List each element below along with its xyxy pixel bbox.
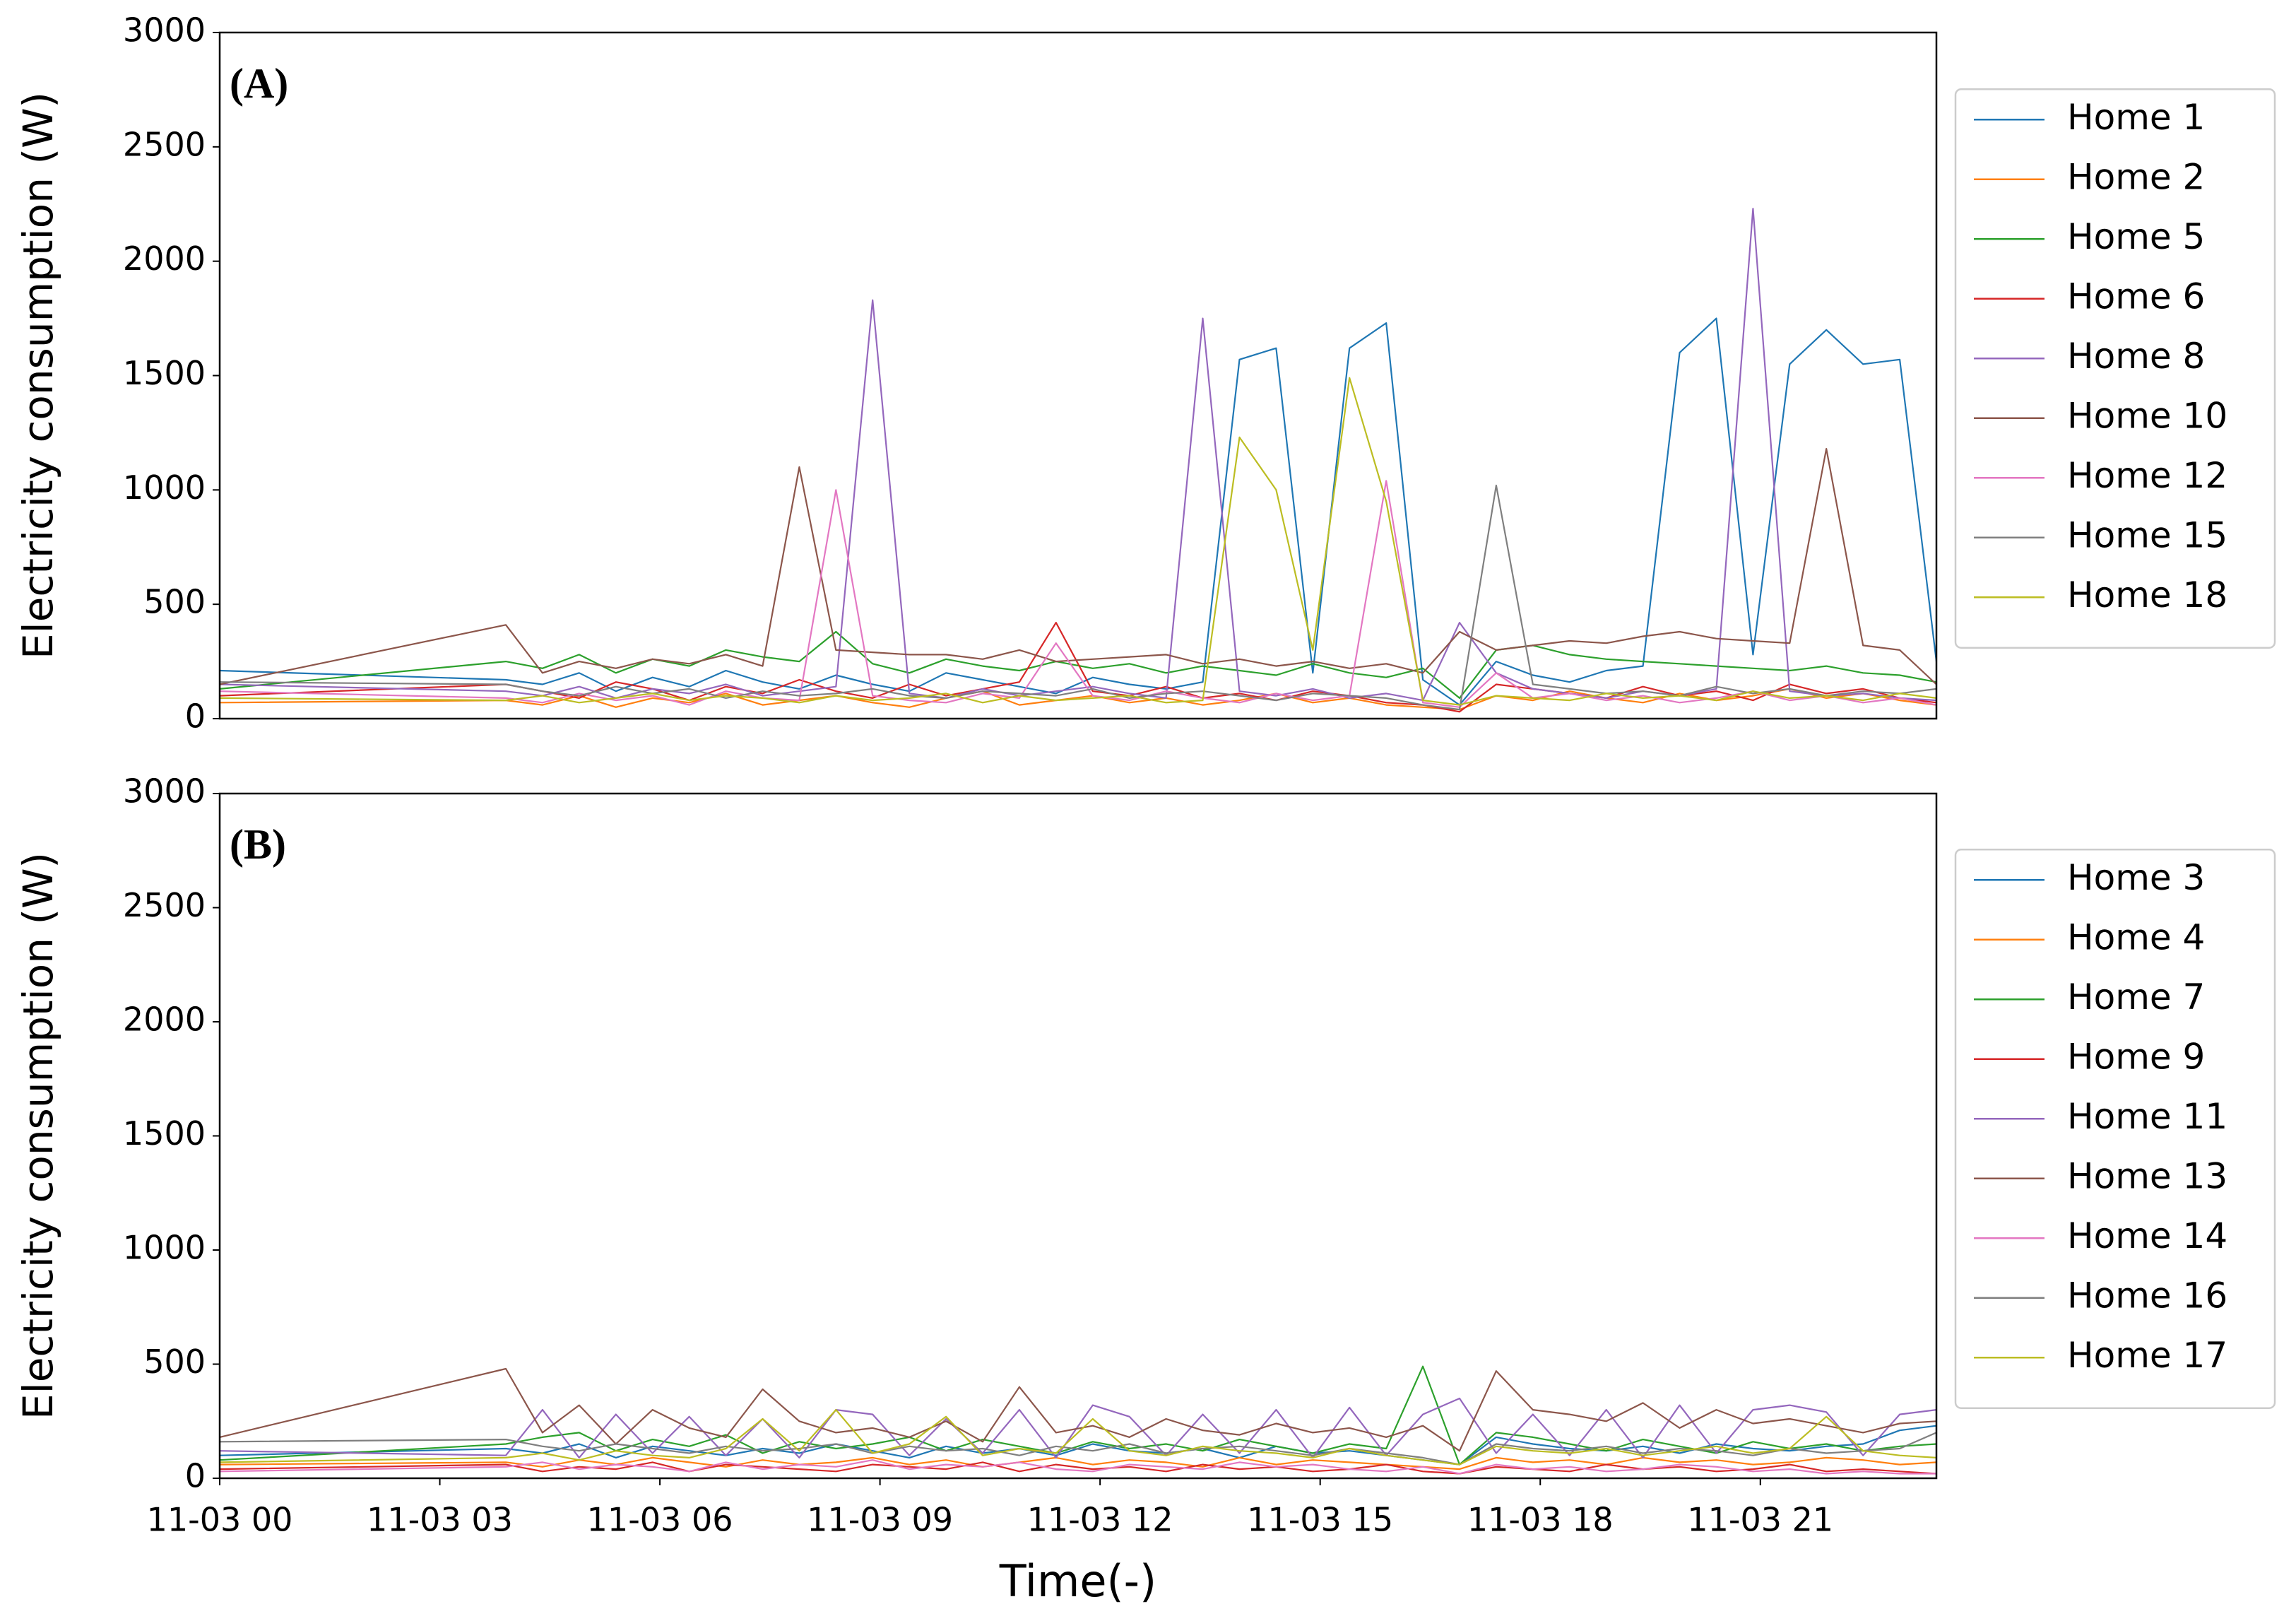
y-tick-label: 2000 xyxy=(123,240,206,278)
x-tick-label: 11-03 15 xyxy=(1247,1501,1393,1539)
legend-box xyxy=(1954,88,2276,649)
series-line xyxy=(219,630,1937,700)
legend-label: Home 6 xyxy=(2067,276,2205,317)
series-line xyxy=(219,208,1937,702)
legend-label: Home 14 xyxy=(2067,1215,2227,1256)
legend-label: Home 8 xyxy=(2067,336,2205,377)
y-tick-label: 2500 xyxy=(123,125,206,163)
y-tick-label: 1000 xyxy=(123,1229,206,1267)
y-tick-label: 2000 xyxy=(123,1001,206,1039)
y-tick-label: 1500 xyxy=(123,354,206,392)
legend-label: Home 18 xyxy=(2067,574,2227,615)
plot xyxy=(219,208,1938,713)
series-line xyxy=(219,377,1937,706)
legend-label: Home 2 xyxy=(2067,156,2205,197)
legend-label: Home 5 xyxy=(2067,216,2205,257)
legend-label: Home 4 xyxy=(2067,916,2205,957)
legend-box xyxy=(1954,849,2276,1409)
y-axis-label: Electricity consumption (W) xyxy=(14,852,62,1420)
legend-label: Home 16 xyxy=(2067,1275,2227,1316)
panel-label: (B) xyxy=(230,821,286,868)
legend-label: Home 15 xyxy=(2067,514,2227,555)
x-tick-label: 11-03 09 xyxy=(807,1501,953,1539)
y-tick-label: 2500 xyxy=(123,886,206,924)
y-tick-label: 500 xyxy=(143,1343,206,1381)
legend-label: Home 17 xyxy=(2067,1335,2227,1376)
x-tick-label: 11-03 00 xyxy=(147,1501,293,1539)
y-axis-label: Electricity consumption (W) xyxy=(14,92,62,659)
series-line xyxy=(219,480,1937,708)
x-axis-label: Time(-) xyxy=(999,1555,1156,1607)
y-tick-label: 0 xyxy=(185,697,206,736)
series-line xyxy=(219,484,1937,711)
plot-frame xyxy=(218,31,1938,720)
series-line xyxy=(219,1459,1936,1475)
y-tick-label: 3000 xyxy=(123,11,206,49)
series-line xyxy=(219,447,1937,685)
panel-label: (A) xyxy=(230,60,288,107)
x-tick-label: 11-03 21 xyxy=(1687,1501,1833,1539)
series-line xyxy=(219,317,1938,706)
legend-label: Home 7 xyxy=(2067,977,2205,1018)
legend-label: Home 9 xyxy=(2067,1036,2205,1077)
series-line xyxy=(219,1367,1937,1452)
x-tick-label: 11-03 06 xyxy=(587,1501,733,1539)
y-tick-label: 500 xyxy=(143,583,206,621)
legend-label: Home 13 xyxy=(2067,1155,2227,1196)
series-line xyxy=(219,1408,1937,1466)
legend-label: Home 10 xyxy=(2067,395,2227,436)
x-tick-label: 11-03 18 xyxy=(1467,1501,1614,1539)
legend-label: Home 3 xyxy=(2067,857,2205,898)
legend-label: Home 1 xyxy=(2067,97,2205,138)
x-tick-label: 11-03 03 xyxy=(367,1501,513,1539)
x-tick-label: 11-03 12 xyxy=(1027,1501,1173,1539)
plot xyxy=(219,1365,1937,1475)
y-tick-label: 1000 xyxy=(123,468,206,507)
series-line xyxy=(219,1461,1937,1475)
y-tick-label: 1500 xyxy=(123,1114,206,1153)
y-tick-label: 0 xyxy=(185,1457,206,1495)
legend-label: Home 11 xyxy=(2067,1096,2227,1137)
legend-label: Home 12 xyxy=(2067,455,2227,496)
y-tick-label: 3000 xyxy=(123,772,206,810)
